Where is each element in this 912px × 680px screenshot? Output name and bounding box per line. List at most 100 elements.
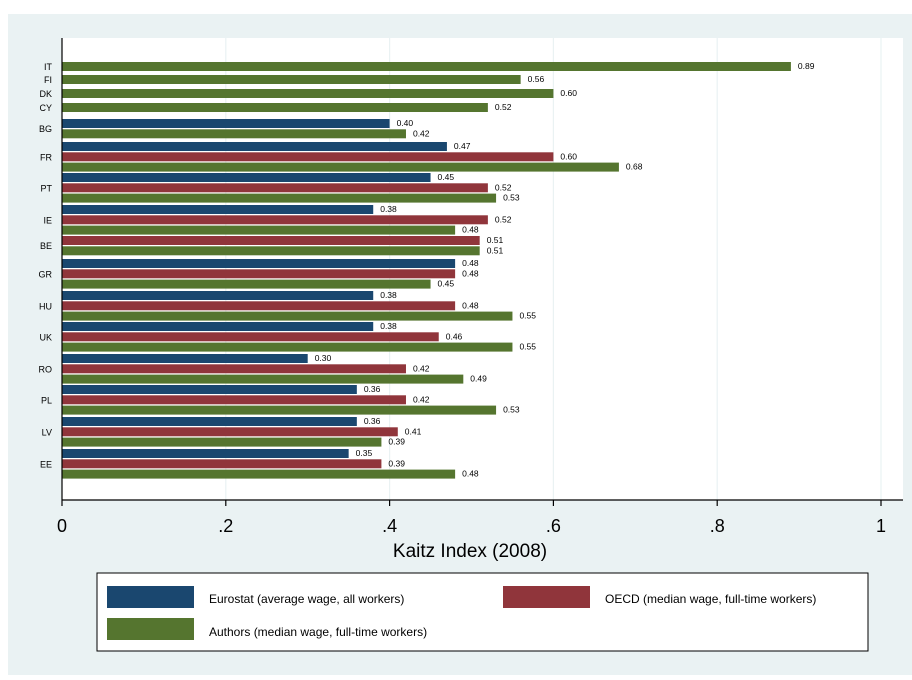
data-label: 0.60 (560, 88, 577, 98)
data-label: 0.45 (438, 279, 455, 289)
legend-label: Eurostat (average wage, all workers) (209, 592, 404, 606)
data-label: 0.42 (413, 394, 430, 404)
data-label: 0.35 (356, 448, 373, 458)
data-label: 0.38 (380, 321, 397, 331)
data-label: 0.48 (462, 225, 479, 235)
data-label: 0.41 (405, 426, 422, 436)
x-tick-label: .4 (382, 516, 397, 536)
data-label: 0.36 (364, 416, 381, 426)
legend-swatch (503, 586, 590, 608)
data-labels: 0.890.560.600.520.400.420.470.600.680.45… (315, 61, 815, 479)
category-label: GR (39, 269, 53, 279)
bar (62, 427, 398, 437)
bar (62, 291, 374, 300)
data-label: 0.48 (462, 300, 479, 310)
data-label: 0.47 (454, 141, 471, 151)
category-label: CY (39, 103, 52, 113)
x-axis-title: Kaitz Index (2008) (393, 541, 547, 562)
bar (62, 385, 357, 394)
bar (62, 395, 406, 405)
category-label: IE (43, 215, 52, 225)
bar (62, 152, 554, 162)
bar (62, 322, 374, 331)
bar (62, 193, 497, 203)
legend-box (96, 572, 869, 652)
category-label: BG (39, 124, 52, 134)
data-label: 0.52 (495, 102, 512, 112)
data-label: 0.42 (413, 128, 430, 138)
data-label: 0.52 (495, 182, 512, 192)
data-label: 0.39 (388, 458, 405, 468)
data-label: 0.39 (388, 437, 405, 447)
bar (62, 162, 619, 172)
category-label: BE (40, 241, 52, 251)
bar (62, 129, 406, 139)
bar (62, 354, 308, 363)
data-label: 0.30 (315, 353, 332, 363)
data-label: 0.46 (446, 331, 463, 341)
bar (62, 215, 488, 225)
bar (62, 246, 480, 256)
data-label: 0.60 (560, 151, 577, 161)
bar (62, 62, 791, 71)
legend-label: OECD (median wage, full-time workers) (605, 592, 816, 606)
data-label: 0.89 (798, 61, 815, 71)
bar (62, 103, 488, 112)
bar (62, 417, 357, 426)
bar (62, 236, 480, 245)
data-label: 0.55 (519, 311, 536, 321)
bar (62, 311, 513, 321)
category-label: FI (44, 75, 52, 85)
data-label: 0.56 (528, 74, 545, 84)
bar (62, 332, 439, 342)
bar (62, 437, 382, 447)
legend: Eurostat (average wage, all workers) OECD… (96, 572, 869, 652)
category-label: DK (39, 89, 52, 99)
data-label: 0.48 (462, 268, 479, 278)
bar (62, 469, 456, 479)
grid-lines (225, 38, 882, 500)
data-label: 0.48 (462, 469, 479, 479)
data-label: 0.68 (626, 162, 643, 172)
bar (62, 225, 456, 235)
bar (62, 259, 456, 268)
category-label: IT (44, 62, 53, 72)
data-label: 0.51 (487, 235, 504, 245)
data-label: 0.40 (397, 118, 414, 128)
legend-swatch (107, 618, 194, 640)
bar (62, 374, 464, 384)
bar (62, 301, 456, 311)
bar (62, 142, 447, 151)
data-label: 0.38 (380, 290, 397, 300)
category-label: HU (39, 301, 52, 311)
axes: 0 .2 .4 .6 .8 1 (57, 38, 903, 536)
bar (62, 205, 374, 214)
data-label: 0.52 (495, 214, 512, 224)
data-label: 0.38 (380, 204, 397, 214)
bar (62, 279, 431, 289)
x-tick-label: .8 (710, 516, 725, 536)
bar (62, 183, 488, 193)
category-label: PT (40, 183, 52, 193)
data-label: 0.42 (413, 363, 430, 373)
x-tick-label: .6 (546, 516, 561, 536)
category-label: EE (40, 459, 52, 469)
data-label: 0.45 (438, 172, 455, 182)
bar (62, 342, 513, 352)
data-label: 0.55 (519, 342, 536, 352)
category-label: LV (42, 427, 52, 437)
bars (62, 62, 791, 479)
bar (62, 449, 349, 458)
data-label: 0.36 (364, 384, 381, 394)
x-tick-label: 1 (876, 516, 886, 536)
category-labels: IT FI DK CY BG FR PT IE BE GR HU UK RO PL LV EE (39, 62, 53, 469)
data-label: 0.51 (487, 245, 504, 255)
x-tick-label: 0 (57, 516, 67, 536)
bar (62, 364, 406, 374)
data-label: 0.49 (470, 374, 487, 384)
category-label: UK (39, 332, 52, 342)
category-label: FR (40, 152, 52, 162)
bar (62, 405, 497, 415)
